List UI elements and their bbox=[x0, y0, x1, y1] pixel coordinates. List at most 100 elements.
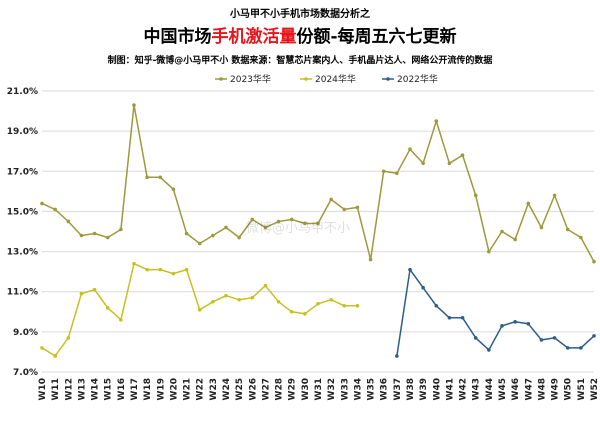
chart-kicker: 小马甲不小手机市场数据分析之 bbox=[229, 7, 370, 20]
series-3 bbox=[395, 267, 596, 358]
x-tick-label: W10 bbox=[38, 378, 48, 400]
legend-label: 2022华华 bbox=[397, 73, 438, 85]
data-point bbox=[303, 221, 307, 226]
data-point bbox=[408, 147, 412, 152]
chart-source: 制图：知乎-微博@小马甲不小 数据来源：智慧芯片案内人、手机晶片达人、网络公开流… bbox=[108, 54, 493, 66]
x-tick-label: W34 bbox=[353, 378, 363, 400]
data-point bbox=[145, 267, 149, 272]
x-tick-label: W38 bbox=[406, 378, 416, 400]
y-tick-label: 7.0% bbox=[13, 368, 38, 378]
x-tick-label: W22 bbox=[196, 378, 206, 400]
data-point bbox=[53, 207, 57, 212]
x-tick-label: W42 bbox=[459, 378, 469, 400]
data-point bbox=[158, 267, 163, 272]
chart-title: 中国市场手机激活量份额-每周五六七更新 bbox=[143, 26, 456, 47]
x-tick-label: W15 bbox=[104, 378, 114, 400]
x-tick-label: W14 bbox=[91, 378, 101, 400]
data-point bbox=[329, 297, 333, 302]
y-tick-label: 11.0% bbox=[7, 288, 38, 298]
y-tick-label: 9.0% bbox=[13, 328, 38, 338]
data-point bbox=[447, 316, 452, 320]
data-point bbox=[421, 161, 425, 166]
x-tick-label: W44 bbox=[485, 378, 495, 400]
x-tick-label: W46 bbox=[511, 378, 521, 400]
data-point bbox=[565, 227, 570, 232]
data-point bbox=[197, 307, 202, 312]
data-point bbox=[434, 303, 439, 308]
x-tick-label: W39 bbox=[419, 378, 429, 400]
data-point bbox=[171, 271, 176, 276]
x-tick-label: W37 bbox=[393, 378, 403, 400]
data-point bbox=[79, 233, 84, 238]
data-point bbox=[66, 219, 71, 224]
data-point bbox=[79, 291, 84, 296]
data-point bbox=[250, 217, 255, 222]
x-tick-label: W21 bbox=[183, 378, 193, 400]
x-tick-label: W36 bbox=[380, 378, 390, 400]
x-axis: W10 W11 W12 W13 W14 W15 W16 W17 W18 W19 W20 W21 W22 W… bbox=[38, 378, 600, 400]
data-point bbox=[408, 267, 412, 272]
data-point bbox=[434, 119, 439, 123]
data-point bbox=[500, 229, 504, 234]
x-tick-label: W30 bbox=[301, 378, 311, 400]
series-layer bbox=[40, 103, 596, 358]
chart-title-prefix: 中国市场 bbox=[143, 26, 211, 47]
x-tick-label: W52 bbox=[590, 378, 600, 400]
y-gridlines bbox=[42, 90, 594, 373]
x-tick-label: W51 bbox=[577, 378, 587, 400]
data-point bbox=[579, 235, 583, 240]
data-point bbox=[460, 153, 465, 158]
data-point bbox=[565, 346, 570, 350]
data-point bbox=[132, 261, 136, 266]
data-point bbox=[197, 241, 202, 246]
data-point bbox=[237, 297, 241, 302]
data-point bbox=[263, 283, 268, 288]
legend-label: 2023华华 bbox=[230, 73, 271, 85]
data-point bbox=[368, 257, 373, 262]
data-point bbox=[184, 231, 189, 236]
data-point bbox=[53, 354, 57, 358]
data-point bbox=[289, 217, 294, 222]
data-point bbox=[145, 175, 149, 180]
data-point bbox=[276, 219, 281, 224]
legend-item: 2023华华 bbox=[215, 73, 271, 85]
x-tick-label: W41 bbox=[445, 378, 455, 400]
x-tick-label: W26 bbox=[248, 378, 258, 400]
x-tick-label: W20 bbox=[169, 378, 179, 400]
y-tick-label: 19.0% bbox=[7, 127, 38, 137]
data-point bbox=[132, 103, 136, 107]
x-tick-label: W23 bbox=[209, 378, 219, 400]
data-point bbox=[211, 299, 215, 304]
data-point bbox=[224, 225, 228, 230]
x-tick-label: W43 bbox=[472, 378, 482, 400]
x-tick-label: W33 bbox=[340, 378, 350, 400]
x-tick-label: W40 bbox=[432, 378, 442, 400]
x-tick-label: W18 bbox=[143, 378, 153, 400]
x-tick-label: W17 bbox=[130, 378, 140, 400]
legend-marker bbox=[304, 77, 308, 81]
data-point bbox=[40, 201, 44, 206]
data-point bbox=[119, 318, 123, 322]
data-point bbox=[579, 346, 583, 350]
x-tick-label: W24 bbox=[222, 378, 232, 400]
legend-item: 2024华华 bbox=[300, 73, 356, 85]
data-point bbox=[224, 293, 228, 298]
data-point bbox=[158, 175, 163, 180]
legend-marker bbox=[219, 77, 223, 81]
x-tick-label: W13 bbox=[77, 378, 87, 400]
data-point bbox=[500, 324, 504, 328]
data-point bbox=[473, 193, 478, 198]
x-tick-label: W11 bbox=[51, 378, 61, 400]
x-tick-label: W28 bbox=[275, 378, 285, 400]
data-point bbox=[421, 285, 425, 290]
data-point bbox=[487, 249, 491, 254]
x-tick-label: W29 bbox=[288, 378, 298, 400]
series-line bbox=[41, 104, 595, 262]
data-point bbox=[171, 187, 176, 192]
data-point bbox=[303, 311, 307, 316]
data-point bbox=[526, 322, 531, 326]
x-tick-label: W25 bbox=[235, 378, 245, 400]
x-tick-label: W31 bbox=[314, 378, 324, 400]
data-point bbox=[355, 205, 360, 210]
x-tick-label: W27 bbox=[261, 378, 271, 400]
